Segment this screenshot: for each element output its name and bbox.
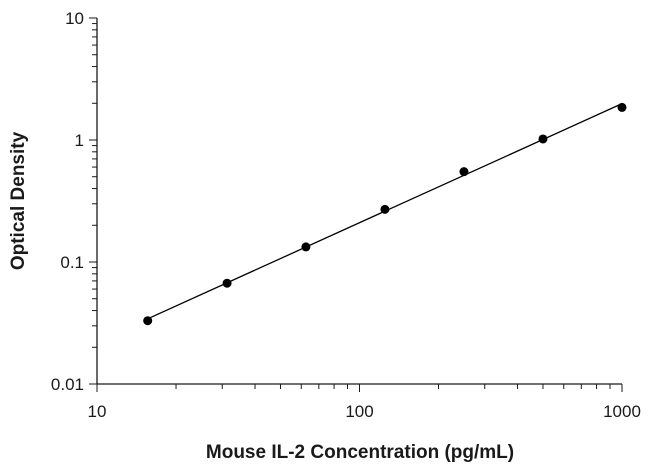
x-tick-label: 10 <box>88 402 107 421</box>
y-tick-label: 10 <box>65 9 84 28</box>
data-points <box>143 102 627 326</box>
data-point <box>380 204 390 214</box>
data-point <box>459 167 469 177</box>
axis-ticks <box>89 17 623 392</box>
axes <box>96 18 622 385</box>
data-point <box>222 278 232 288</box>
x-tick-label: 100 <box>345 402 373 421</box>
data-point <box>538 134 548 144</box>
x-axis-title: Mouse IL-2 Concentration (pg/mL) <box>206 442 514 463</box>
x-tick-label: 1000 <box>603 402 641 421</box>
y-tick-label: 0.01 <box>51 375 84 394</box>
data-point <box>143 316 153 326</box>
y-axis-title: Optical Density <box>8 131 29 270</box>
tick-labels: 10 100 1000 0.01 0.1 1 10 <box>51 9 641 421</box>
data-point <box>301 242 311 252</box>
data-point <box>617 102 627 112</box>
y-tick-label: 0.1 <box>60 253 84 272</box>
y-tick-label: 1 <box>75 131 84 150</box>
